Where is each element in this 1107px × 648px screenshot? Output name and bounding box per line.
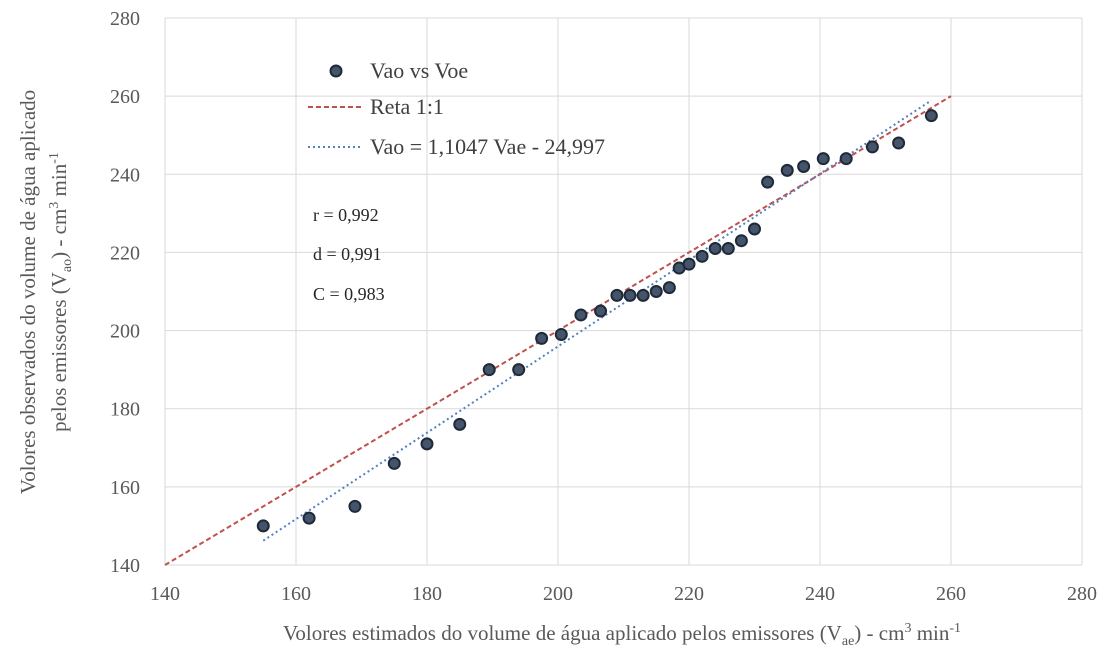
grid-lines	[164, 17, 1083, 566]
data-point	[649, 285, 663, 298]
data-point	[865, 140, 879, 154]
data-point	[574, 308, 588, 322]
x-axis-title: Volores estimados do volume de água apli…	[283, 621, 961, 648]
data-point	[816, 152, 830, 166]
data-point	[387, 456, 401, 470]
x-tick-label: 140	[150, 583, 180, 605]
x-tick-label: 280	[1067, 583, 1097, 605]
y-axis-title-line2: pelos emissores (Vao) - cm3 min-1	[47, 152, 75, 432]
data-point	[512, 363, 526, 377]
legend-label-points: Vao vs Voe	[370, 58, 468, 83]
y-tick-label: 200	[110, 321, 140, 343]
data-point	[734, 234, 748, 248]
stat-c: C = 0,983	[313, 284, 385, 304]
data-point	[623, 288, 637, 302]
y-tick-label: 140	[110, 555, 140, 577]
y-tick-label: 220	[110, 242, 140, 264]
x-tick-label: 180	[412, 583, 442, 605]
data-points	[256, 109, 938, 533]
data-point	[797, 159, 811, 173]
data-point	[348, 499, 362, 513]
y-tick-label: 280	[110, 8, 140, 30]
stat-r: r = 0,992	[313, 205, 379, 225]
data-point	[662, 281, 676, 295]
x-tick-label: 220	[674, 583, 704, 605]
legend-marker-points	[329, 64, 343, 78]
data-point	[924, 109, 938, 123]
y-tick-label: 260	[110, 86, 140, 108]
data-point	[420, 437, 434, 451]
data-point	[535, 331, 549, 345]
data-point	[892, 136, 906, 150]
data-point	[256, 519, 270, 533]
data-point	[708, 242, 722, 256]
data-point	[594, 304, 608, 318]
data-point	[482, 363, 496, 377]
stat-d: d = 0,991	[313, 244, 382, 264]
y-tick-label: 240	[110, 164, 140, 186]
y-axis-title-line1: Volores observados do volume de água apl…	[16, 90, 40, 494]
y-tick-label: 160	[110, 477, 140, 499]
statistics-block: r = 0,992 d = 0,991 C = 0,983	[313, 205, 385, 304]
legend-label-regression: Vao = 1,1047 Vae - 24,997	[370, 134, 605, 159]
data-point	[682, 257, 696, 271]
data-point	[695, 249, 709, 263]
legend: Vao vs Voe Reta 1:1 Vao = 1,1047 Vae - 2…	[308, 58, 605, 159]
x-tick-label: 160	[281, 583, 311, 605]
y-tick-label: 180	[110, 399, 140, 421]
data-point	[761, 175, 775, 189]
x-tick-label: 240	[805, 583, 835, 605]
data-point	[839, 152, 853, 166]
x-tick-label: 200	[543, 583, 573, 605]
data-point	[554, 327, 568, 341]
data-point	[302, 511, 316, 525]
x-tick-label: 260	[936, 583, 966, 605]
data-point	[453, 417, 467, 431]
data-point	[610, 288, 624, 302]
regression-line	[262, 99, 932, 542]
data-point	[748, 222, 761, 236]
data-point	[636, 288, 650, 302]
data-point	[780, 163, 794, 177]
x-tick-labels: 140 160 180 200 220 240 260 280	[150, 583, 1097, 605]
y-tick-labels: 140 160 180 200 220 240 260 280	[110, 8, 140, 577]
data-point	[721, 242, 735, 256]
legend-label-reta: Reta 1:1	[370, 94, 444, 119]
